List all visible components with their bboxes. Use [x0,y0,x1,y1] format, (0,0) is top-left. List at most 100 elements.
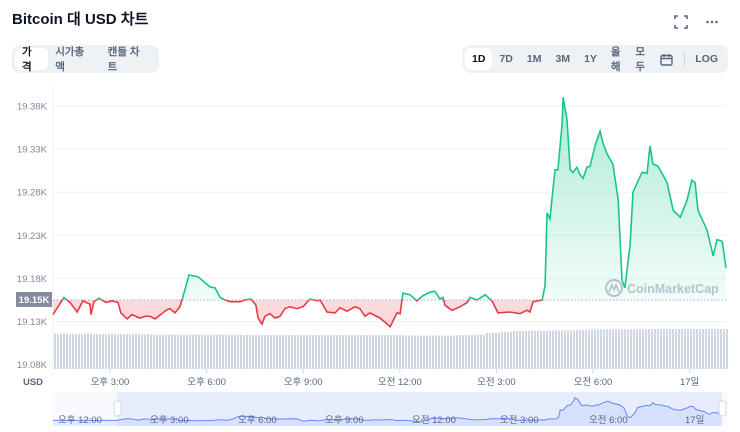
volume-bar [162,334,164,369]
volume-bar [312,335,314,369]
volume-bar [204,334,206,369]
divider [683,52,685,66]
volume-bar [672,328,674,369]
volume-bar [570,330,572,369]
volume-bar [396,335,398,369]
volume-bar [282,335,284,369]
range-1m[interactable]: 1M [526,53,542,65]
calendar-button[interactable] [653,48,680,70]
volume-bar [264,335,266,369]
navigator-label: 오후 9:00 [325,415,364,426]
volume-bar [213,334,215,369]
volume-bar [324,335,326,369]
volume-bar [276,335,278,369]
log-scale-toggle[interactable]: LOG [695,53,718,65]
volume-bar [714,328,716,369]
range-7d[interactable]: 7D [499,53,513,65]
volume-bar [300,335,302,369]
volume-bar [132,334,134,369]
volume-bar [453,335,455,369]
volume-bar [309,335,311,369]
volume-bar [606,329,608,369]
volume-bar [387,335,389,369]
more-options-button[interactable] [702,12,722,32]
range-3m[interactable]: 3M [555,53,571,65]
volume-bar [450,335,452,369]
volume-bar [720,328,722,369]
volume-bar [351,335,353,369]
volume-bar [528,330,530,369]
tab-candle-chart[interactable]: 캔들 차트 [107,46,140,73]
volume-bar [513,331,515,369]
navigator-handle[interactable] [113,400,122,417]
y-tick-label: 19.23K [17,231,48,242]
tab-market-cap[interactable]: 시가총액 [55,46,85,73]
volume-bar [183,334,185,369]
fullscreen-button[interactable] [671,12,691,32]
volume-bar [171,334,173,369]
volume-bar [549,330,551,369]
tab-price[interactable]: 가격 [15,46,49,73]
volume-bar [456,335,458,369]
volume-bar [99,334,101,369]
volume-bar [639,329,641,369]
volume-bar [321,335,323,369]
volume-bar [717,328,719,369]
volume-bar [105,334,107,369]
volume-bar [441,335,443,369]
x-tick-label: 오후 3:00 [91,377,130,388]
volume-bar [123,334,125,369]
volume-bar [468,335,470,369]
volume-bar [87,333,89,369]
volume-bar [372,335,374,369]
volume-bar [495,332,497,369]
range-1d[interactable]: 1D [465,48,493,70]
volume-bar [477,334,479,369]
volume-bar [315,335,317,369]
volume-bar [642,329,644,369]
chart-type-tabs: 가격 시가총액 캔들 차트 [12,45,159,73]
volume-bar [156,334,158,369]
volume-bar [648,328,650,369]
volume-bar [405,335,407,369]
volume-bar [342,335,344,369]
volume-bar [174,334,176,369]
volume-bar [645,329,647,369]
range-ytd[interactable]: 올해 [610,46,621,73]
volume-bar [366,335,368,369]
volume-bar [420,335,422,369]
volume-bar [159,334,161,369]
volume-bar [519,331,521,369]
volume-bar [354,335,356,369]
range-tabs: 1D 7D 1M 3M 1Y 올해 모두 LOG [462,45,728,73]
navigator-label: 오전 12:00 [412,415,456,426]
volume-bar [567,330,569,369]
range-all[interactable]: 모두 [635,46,645,73]
volume-bar [705,328,707,369]
range-1y[interactable]: 1Y [584,53,597,65]
volume-bar [597,329,599,369]
volume-bar [69,333,71,369]
volume-bar [378,335,380,369]
volume-bar [624,329,626,369]
volume-bar [75,333,77,369]
volume-bar [618,329,620,369]
volume-bar [216,334,218,369]
volume-bar [540,330,542,369]
volume-bar [189,334,191,369]
volume-bar [411,335,413,369]
range-navigator[interactable]: 오후 12:00 오후 3:00 오후 6:00 오후 9:00 오전 12:00 오전 … [53,392,727,426]
volume-bar [711,328,713,369]
navigator-label: 오전 6:00 [589,415,628,426]
volume-bar [393,335,395,369]
volume-bar [546,330,548,369]
volume-bar [417,335,419,369]
navigator-handle[interactable] [718,400,727,417]
volume-bar [690,328,692,369]
volume-bar [414,335,416,369]
volume-bar [657,328,659,369]
volume-bar [267,335,269,369]
volume-bar [525,331,527,369]
volume-bar [444,335,446,369]
